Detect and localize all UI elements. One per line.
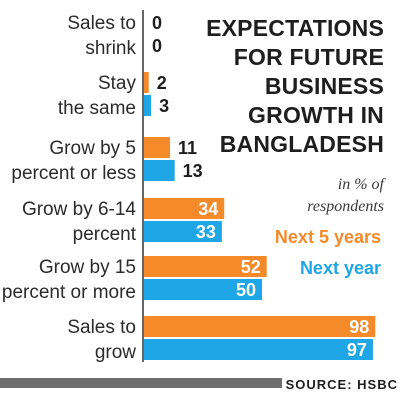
data-label: 13 [183, 161, 203, 181]
bar-next-year [144, 95, 152, 116]
chart-subtitle-line: respondents [307, 198, 384, 215]
category-label: percent or more [2, 282, 136, 303]
data-label: 97 [347, 340, 367, 360]
category-label: shrink [85, 38, 136, 59]
legend-entry: Next 5 years [275, 227, 381, 247]
data-label: 11 [178, 138, 197, 158]
bar-next-5-years [144, 137, 170, 158]
data-label: 0 [152, 36, 162, 56]
source-label: SOURCE: HSBC [286, 377, 398, 392]
bar-next-5-years [144, 316, 376, 337]
bar-next-year [144, 160, 175, 181]
category-label: Grow by 5 [49, 138, 136, 159]
bar-next-5-years [144, 256, 267, 277]
chart-title-line: BANGLADESH [220, 131, 384, 157]
chart-subtitle-line: in % of [338, 176, 387, 193]
data-label: 52 [241, 257, 261, 277]
bar-next-5-years [144, 72, 149, 93]
category-label: percent or less [11, 163, 136, 184]
chart-title-line: GROWTH IN [248, 102, 384, 128]
bar-next-year [144, 279, 262, 300]
category-label: Grow by 6-14 [22, 199, 136, 220]
category-label: the same [58, 98, 136, 119]
category-label: percent [73, 224, 137, 245]
chart-title-line: BUSINESS [265, 73, 384, 99]
data-label: 33 [196, 222, 216, 242]
data-label: 50 [236, 280, 256, 300]
chart-title-line: FOR FUTURE [234, 44, 384, 70]
category-label: Stay [98, 73, 137, 94]
bar-next-year [144, 339, 373, 360]
data-label: 2 [157, 73, 167, 93]
legend-entry: Next year [300, 258, 381, 278]
data-label: 34 [198, 199, 218, 219]
data-label: 98 [349, 317, 369, 337]
footer-bar [0, 378, 282, 388]
bar-next-5-years [144, 198, 225, 219]
data-label: 0 [152, 13, 162, 33]
category-label: Sales to [67, 317, 136, 338]
category-label: Sales to [67, 13, 136, 34]
bar-next-year [144, 221, 222, 242]
chart-title-line: EXPECTATIONS [206, 15, 384, 41]
data-label: 3 [159, 96, 169, 116]
category-label: grow [95, 342, 136, 363]
category-label: Grow by 15 [39, 257, 136, 278]
